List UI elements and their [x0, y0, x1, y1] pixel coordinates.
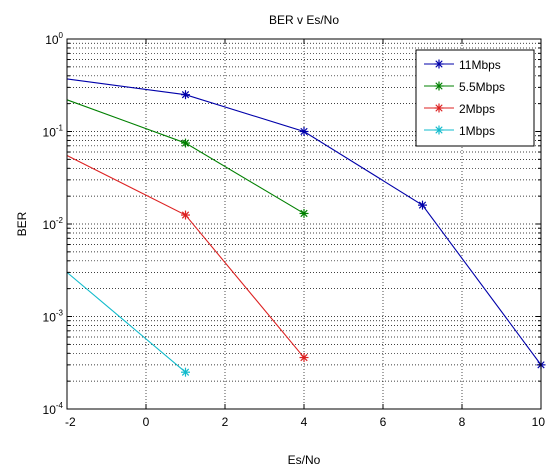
data-point-5-5mbps	[181, 138, 190, 148]
legend-label-11mbps: 11Mbps	[459, 58, 501, 72]
tick-layer: -2 0 2 4 6 8 10 100 10-1 10-2 10-3 10-4	[43, 31, 546, 429]
x-tick-label: 4	[301, 415, 308, 429]
chart-title: BER v Es/No	[269, 13, 339, 27]
legend-label-2mbps: 2Mbps	[459, 102, 495, 116]
series-layer	[66, 78, 546, 377]
legend-marker-1mbps	[434, 125, 444, 135]
legend-entry-11mbps: 11Mbps	[424, 58, 501, 72]
legend-marker-2mbps	[434, 103, 444, 113]
x-tick-label: 0	[143, 415, 150, 429]
data-point-11mbps	[418, 200, 427, 210]
legend-entries: 11Mbps 5.5Mbps 2Mbps 1Mbps	[424, 58, 505, 138]
legend: 11Mbps 5.5Mbps 2Mbps 1Mbps	[415, 49, 535, 147]
legend-label-5-5mbps: 5.5Mbps	[459, 80, 505, 94]
legend-entry-1mbps: 1Mbps	[424, 124, 495, 138]
legend-entry-2mbps: 2Mbps	[424, 102, 495, 116]
y-axis-label: BER	[15, 211, 29, 236]
x-tick-label: 2	[222, 415, 229, 429]
data-point-11mbps	[299, 127, 309, 136]
y-tick-label: 10-4	[43, 401, 64, 417]
data-point-2mbps	[181, 210, 190, 220]
legend-entry-5-5mbps: 5.5Mbps	[424, 80, 505, 94]
y-tick-label: 10-1	[43, 124, 64, 140]
x-tick-label: 8	[459, 415, 466, 429]
y-tick-label: 100	[45, 31, 63, 47]
data-point-1mbps	[181, 367, 190, 377]
x-axis-label: Es/No	[288, 453, 321, 467]
x-tick-label: -2	[65, 415, 76, 429]
y-tick-label: 10-3	[43, 309, 64, 325]
x-tick-label: 10	[532, 415, 546, 429]
data-point-2mbps	[299, 353, 309, 363]
legend-marker-5-5mbps	[434, 81, 444, 91]
x-tick-label: 6	[380, 415, 387, 429]
series-2mbps	[66, 155, 309, 363]
data-point-5-5mbps	[299, 208, 309, 218]
series-line-1mbps	[66, 271, 186, 373]
series-5-5mbps	[66, 99, 309, 218]
series-1mbps	[66, 271, 190, 377]
data-point-11mbps	[181, 90, 190, 100]
legend-label-1mbps: 1Mbps	[459, 124, 495, 138]
y-tick-label: 10-2	[43, 216, 64, 232]
legend-marker-11mbps	[434, 59, 444, 69]
